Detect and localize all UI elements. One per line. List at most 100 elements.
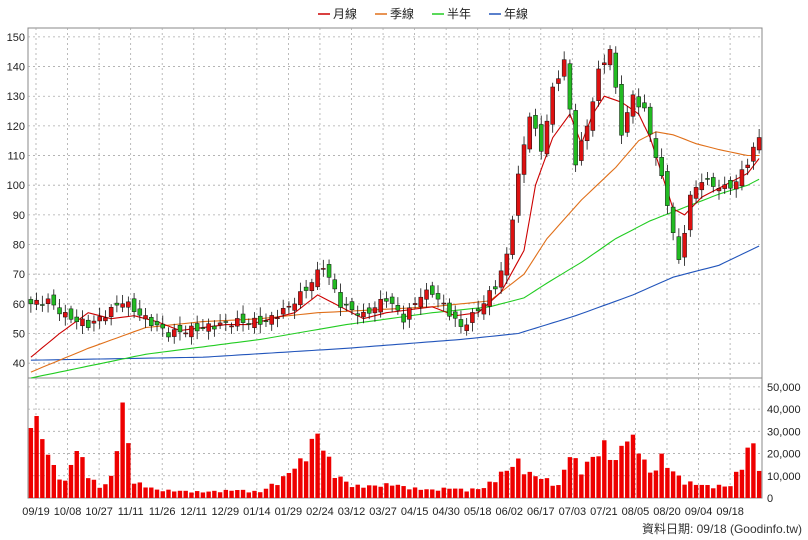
date-tick-label-13: 04/30 [432, 506, 460, 518]
volume-bar [614, 460, 618, 498]
candle-body [482, 304, 486, 314]
ma-half-year-line [31, 179, 759, 378]
volume-bar [103, 484, 107, 498]
volume-bar [258, 492, 262, 498]
volume-bar [333, 478, 337, 498]
candle-body [58, 308, 62, 314]
candle-body [746, 165, 750, 168]
candle-body [556, 79, 560, 84]
volume-bar [155, 490, 159, 498]
volume-bar [694, 485, 698, 498]
volume-bar [608, 460, 612, 498]
candle-body [275, 318, 279, 319]
date-tick-label-16: 06/17 [527, 506, 555, 518]
volume-bar [631, 435, 635, 498]
volume-bar [734, 472, 738, 498]
volume-bar [717, 485, 721, 498]
volume-bar [224, 490, 228, 498]
volume-bar [52, 465, 56, 498]
candle-body [115, 303, 119, 305]
candle-body [665, 171, 669, 205]
volume-bar [487, 482, 491, 498]
volume-bar [292, 469, 296, 498]
candle-body [751, 147, 755, 161]
date-tick-label-15: 06/02 [495, 506, 523, 518]
volume-bar [287, 473, 291, 498]
candle-body [230, 326, 234, 327]
volume-bar [654, 471, 658, 498]
price-tick-label-5: 90 [13, 210, 25, 222]
candle-body [195, 323, 199, 330]
volume-bar [522, 474, 526, 498]
volume-tick-label-0: 0 [767, 493, 773, 505]
volume-bar [367, 485, 371, 498]
volume-bar [46, 455, 50, 498]
candle-body [235, 318, 239, 326]
candle-body [637, 97, 641, 107]
candle-body [706, 178, 710, 179]
volume-bar [625, 442, 629, 498]
volume-bar [315, 434, 319, 498]
candle-body [224, 322, 228, 323]
volume-bar [195, 491, 199, 498]
volume-bar [419, 490, 423, 498]
volume-bar [183, 491, 187, 498]
candle-body [728, 180, 732, 188]
volume-bar [80, 457, 84, 498]
date-tick-label-1: 10/08 [54, 506, 82, 518]
volume-bar [344, 482, 348, 498]
volume-bar [493, 482, 497, 498]
date-axis-labels: 09/19 10/08 10/27 11/11 11/26 12/11 12/29 01/14… [22, 506, 744, 518]
volume-bar [235, 490, 239, 498]
date-tick-label-14: 05/18 [464, 506, 492, 518]
candle-body [132, 299, 136, 312]
candle-body [161, 324, 165, 328]
volume-bar [126, 443, 130, 498]
volume-bar [310, 439, 314, 498]
volume-bar [740, 470, 744, 498]
candle-body [184, 333, 188, 334]
volume-bar [476, 489, 480, 498]
volume-bar [505, 471, 509, 498]
volume-bar [413, 487, 417, 498]
volume-bar [602, 440, 606, 498]
price-tick-label-6: 100 [7, 180, 25, 192]
volume-bar [539, 479, 543, 498]
candle-body [75, 317, 79, 322]
candle-body [585, 126, 589, 141]
volume-bar [212, 491, 216, 498]
volume-bar [424, 489, 428, 498]
volume-tick-label-4: 40,000 [767, 404, 801, 416]
candle-body [321, 268, 325, 269]
candle-body [155, 321, 159, 325]
candle-body [608, 49, 612, 64]
volume-bar [321, 451, 325, 498]
candle-body [677, 237, 681, 260]
candle-body [339, 292, 343, 307]
candle-body [373, 308, 377, 313]
volume-bar [464, 491, 468, 498]
legend-label-3: 年線 [504, 6, 528, 21]
volume-bar [270, 484, 274, 498]
candle-body [574, 110, 578, 165]
volume-bar [619, 446, 623, 498]
volume-bar [218, 492, 222, 498]
candle-body [597, 69, 601, 101]
candle-body [499, 271, 503, 287]
price-tick-label-7: 110 [7, 151, 25, 163]
date-tick-label-7: 01/14 [243, 506, 271, 518]
candle-body [287, 306, 291, 307]
volume-bar [298, 458, 302, 498]
candle-body [683, 233, 687, 257]
date-tick-label-5: 12/11 [180, 506, 207, 518]
volume-bar [573, 458, 577, 498]
volume-bar [585, 462, 589, 498]
legend: 月線 季線 半年 年線 [318, 6, 528, 21]
volume-bar [75, 451, 79, 498]
volume-bar [482, 488, 486, 498]
grid-lines [28, 28, 762, 498]
volume-bar [97, 488, 101, 498]
candle-body [80, 319, 84, 326]
candle-body [218, 323, 222, 325]
candle-body [459, 319, 463, 326]
